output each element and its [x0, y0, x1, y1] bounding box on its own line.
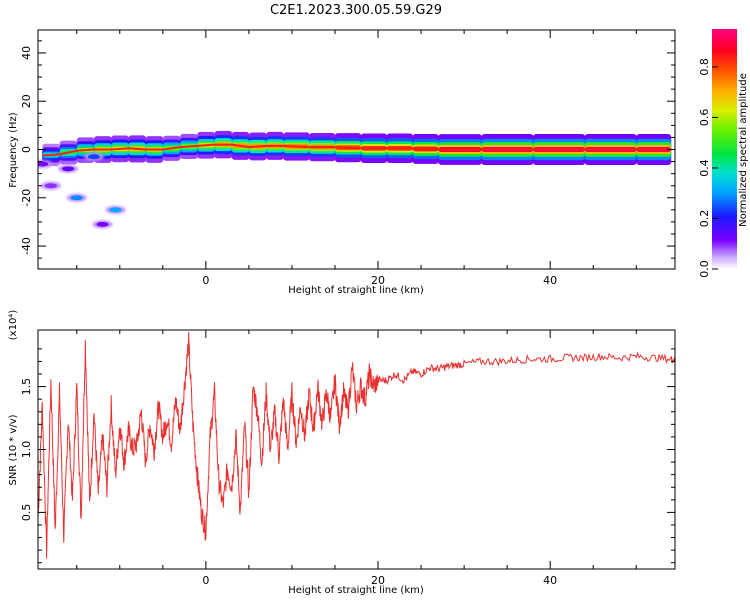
spectral-blob	[87, 154, 100, 160]
colorbar-tick-label: 0.8	[698, 58, 711, 76]
y-tick-label: -20	[20, 189, 33, 207]
snr-panel: 0 20 40 0.5 1.0 1.5 Height of straight line (…	[8, 310, 676, 596]
y-tick-label: 1.5	[20, 378, 33, 396]
spectral-blob	[38, 161, 49, 167]
y-tick-label: -40	[20, 237, 33, 255]
x-tick-label: 40	[543, 574, 557, 587]
spectrogram-ylabel: Frequency (Hz)	[8, 112, 19, 188]
spectrogram-xlabel: Height of straight line (km)	[288, 285, 424, 296]
colorbar: 0.0 0.2 0.4 0.6 0.8 Normalized spectral ampl…	[698, 29, 749, 278]
x-tick-label: 20	[371, 274, 385, 287]
spectrogram-axes: 0 20 40 -40 -20 0 20 40	[20, 30, 675, 287]
colorbar-label: Normalized spectral amplitude	[738, 73, 749, 227]
colorbar-tick-label: 0.2	[698, 210, 711, 228]
spectrogram-marks	[38, 130, 672, 229]
snr-series-line	[38, 331, 675, 559]
y-tick-label: 0	[20, 146, 33, 153]
snr-marks	[38, 331, 675, 559]
x-tick-label: 0	[202, 274, 209, 287]
spectral-blob	[96, 221, 109, 227]
colorbar-gradient	[712, 29, 737, 269]
y-tick-label: 1.0	[20, 441, 33, 459]
snr-axes: 0 20 40 0.5 1.0 1.5	[20, 330, 675, 587]
spectral-blob	[70, 195, 83, 201]
colorbar-tick-label: 0.6	[698, 109, 711, 127]
spectrogram-panel: 0 20 40 -40 -20 0 20 40 Height of straight line…	[8, 29, 676, 296]
y-tick-label: 20	[20, 94, 33, 108]
colorbar-tick-label: 0.4	[698, 159, 711, 177]
ridge-core-line	[42, 143, 671, 157]
spectral-blob	[62, 166, 75, 172]
spectral-blob	[109, 207, 122, 213]
y-tick-label: 40	[20, 46, 33, 60]
x-tick-label: 20	[371, 574, 385, 587]
snr-ylabel: SNR (10 * v/v)	[8, 414, 19, 485]
colorbar-tick-label: 0.0	[698, 260, 711, 278]
snr-scale-note: (x10⁴)	[8, 310, 19, 341]
snr-xlabel: Height of straight line (km)	[288, 585, 424, 596]
chart-title: C2E1.2023.300.05.59.G29	[270, 3, 442, 18]
colorbar-ticks: 0.0 0.2 0.4 0.6 0.8	[698, 58, 718, 278]
y-tick-label: 0.5	[20, 504, 33, 522]
x-tick-label: 0	[202, 574, 209, 587]
x-tick-label: 40	[543, 274, 557, 287]
spectral-blob	[44, 183, 57, 189]
